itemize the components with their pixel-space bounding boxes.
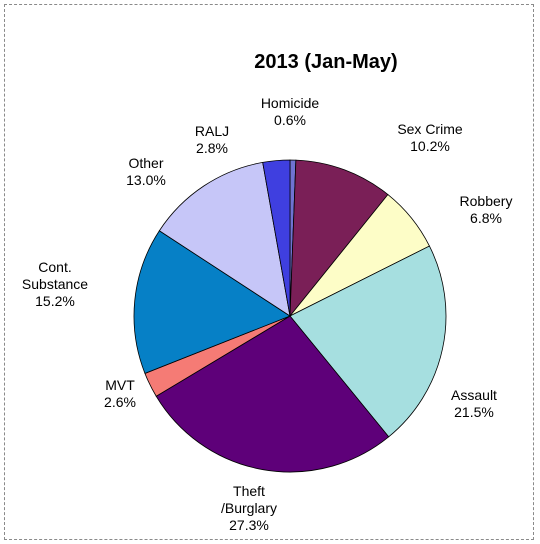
pie-slice-other [158,161,291,317]
slice-label-ralj: RALJ 2.8% [195,123,229,156]
slice-label-other: Other 13.0% [126,155,166,188]
slice-label-robbery: Robbery 6.8% [460,193,513,226]
pie-slice-ralj [262,159,291,317]
slice-label-cont-substance: Cont. Substance 15.2% [22,259,88,309]
chart-title: 2013 (Jan-May) [254,51,397,73]
pie-slice-sex-crime [289,159,389,318]
slice-label-theft-burglary: Theft/Burglary 27.3% [221,483,277,533]
pie-slice-assault [289,245,447,438]
pie-slice-cont-substance [133,230,291,374]
slice-label-homicide: Homicide 0.6% [261,95,320,128]
slice-label-mvt: MVT 2.6% [104,377,136,410]
slice-label-sex-crime: Sex Crime 10.2% [397,121,463,154]
pie-slice-theft-burglary [155,315,390,473]
slice-label-assault: Assault 21.5% [451,387,497,420]
